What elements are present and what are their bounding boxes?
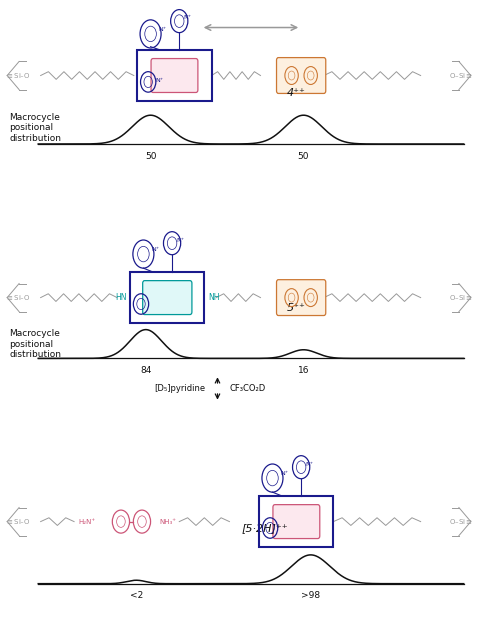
Text: N⁺: N⁺ <box>177 237 185 243</box>
FancyBboxPatch shape <box>142 280 192 314</box>
Text: O–Si$\equiv$: O–Si$\equiv$ <box>449 293 473 302</box>
Text: >98: >98 <box>301 591 320 600</box>
Text: $\equiv$Si–O: $\equiv$Si–O <box>5 293 30 302</box>
Text: O–Si$\equiv$: O–Si$\equiv$ <box>449 517 473 526</box>
Text: 50: 50 <box>298 152 309 161</box>
Text: [5·2H]⁺⁺: [5·2H]⁺⁺ <box>241 523 288 533</box>
Text: 16: 16 <box>298 366 309 375</box>
Text: H₂N⁺: H₂N⁺ <box>79 518 96 525</box>
Text: N⁺: N⁺ <box>152 247 159 252</box>
Text: N⁺: N⁺ <box>155 78 163 83</box>
Text: 5⁺⁺: 5⁺⁺ <box>287 303 305 314</box>
FancyBboxPatch shape <box>151 58 198 92</box>
Text: HN: HN <box>115 293 126 302</box>
Bar <box>130 272 205 323</box>
Text: 4⁺⁺: 4⁺⁺ <box>287 88 305 98</box>
Text: <2: <2 <box>130 591 143 600</box>
Text: N⁺: N⁺ <box>306 461 314 467</box>
Text: NH: NH <box>208 293 220 302</box>
Bar <box>137 50 211 101</box>
FancyBboxPatch shape <box>276 58 326 93</box>
Text: [D₅]pyridine: [D₅]pyridine <box>154 384 206 393</box>
Text: Macrocycle
positional
distribution: Macrocycle positional distribution <box>10 330 62 359</box>
Text: Macrocycle
positional
distribution: Macrocycle positional distribution <box>10 113 62 143</box>
Text: 84: 84 <box>140 366 152 375</box>
FancyBboxPatch shape <box>276 280 326 316</box>
Text: O–Si$\equiv$: O–Si$\equiv$ <box>449 71 473 80</box>
Text: 50: 50 <box>145 152 156 161</box>
Text: NH₃⁺: NH₃⁺ <box>159 518 176 525</box>
Text: CF₃CO₂D: CF₃CO₂D <box>229 384 266 393</box>
Text: $\equiv$Si–O: $\equiv$Si–O <box>5 517 30 526</box>
Bar <box>259 496 334 547</box>
Text: N⁺: N⁺ <box>281 471 288 476</box>
FancyBboxPatch shape <box>273 504 320 539</box>
Text: N⁺: N⁺ <box>184 15 192 20</box>
Text: $\equiv$Si–O: $\equiv$Si–O <box>5 71 30 80</box>
Text: N⁺: N⁺ <box>159 27 166 32</box>
